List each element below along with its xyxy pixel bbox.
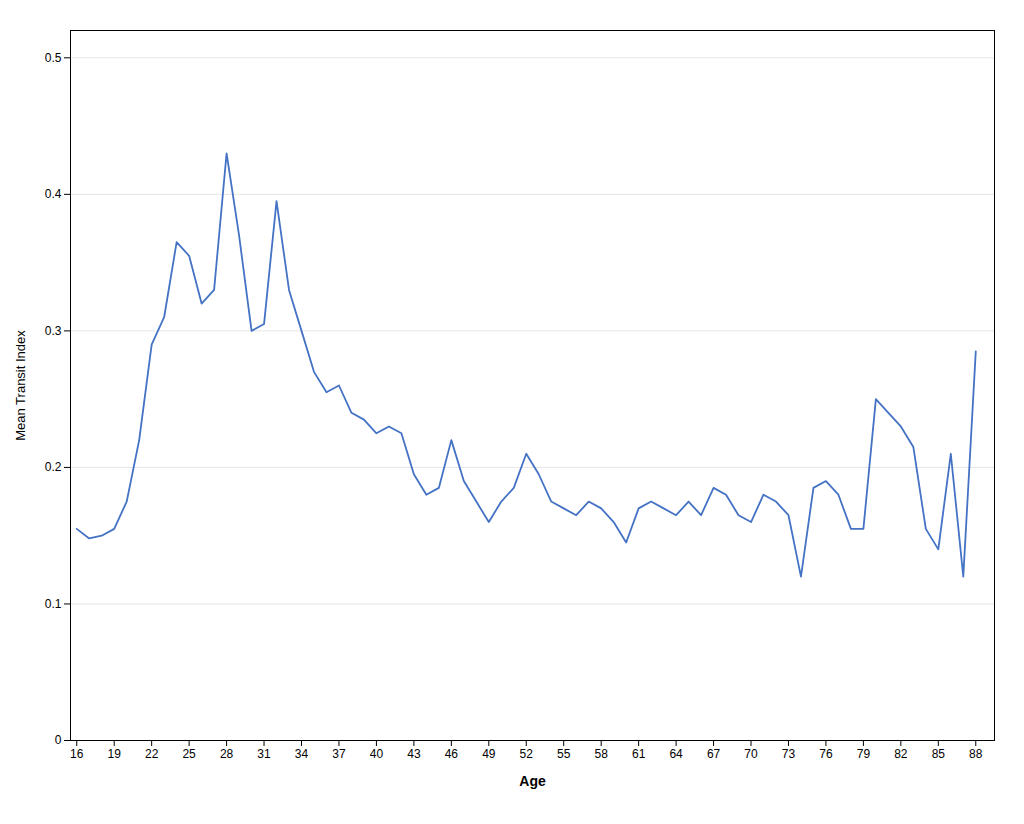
svg-text:43: 43 (407, 747, 421, 761)
svg-text:70: 70 (744, 747, 758, 761)
svg-text:22: 22 (145, 747, 159, 761)
svg-text:73: 73 (782, 747, 796, 761)
svg-text:61: 61 (632, 747, 646, 761)
svg-text:52: 52 (520, 747, 534, 761)
svg-text:58: 58 (594, 747, 608, 761)
svg-text:0.2: 0.2 (45, 460, 62, 474)
svg-text:Mean Transit Index: Mean Transit Index (13, 330, 28, 441)
svg-text:37: 37 (332, 747, 346, 761)
svg-text:79: 79 (857, 747, 871, 761)
svg-text:0.1: 0.1 (45, 597, 62, 611)
svg-text:55: 55 (557, 747, 571, 761)
svg-text:Age: Age (519, 773, 546, 789)
svg-text:85: 85 (932, 747, 946, 761)
svg-text:31: 31 (257, 747, 271, 761)
svg-text:88: 88 (969, 747, 983, 761)
svg-text:40: 40 (370, 747, 384, 761)
svg-text:49: 49 (482, 747, 496, 761)
svg-text:0: 0 (55, 733, 62, 747)
svg-text:0.3: 0.3 (45, 324, 62, 338)
svg-text:64: 64 (669, 747, 683, 761)
svg-text:46: 46 (445, 747, 459, 761)
svg-text:67: 67 (707, 747, 721, 761)
svg-text:16: 16 (70, 747, 84, 761)
svg-text:0.5: 0.5 (45, 51, 62, 65)
svg-text:28: 28 (220, 747, 234, 761)
svg-text:82: 82 (894, 747, 908, 761)
svg-text:19: 19 (108, 747, 122, 761)
svg-text:25: 25 (182, 747, 196, 761)
svg-text:0.4: 0.4 (45, 187, 62, 201)
svg-text:76: 76 (819, 747, 833, 761)
svg-text:34: 34 (295, 747, 309, 761)
